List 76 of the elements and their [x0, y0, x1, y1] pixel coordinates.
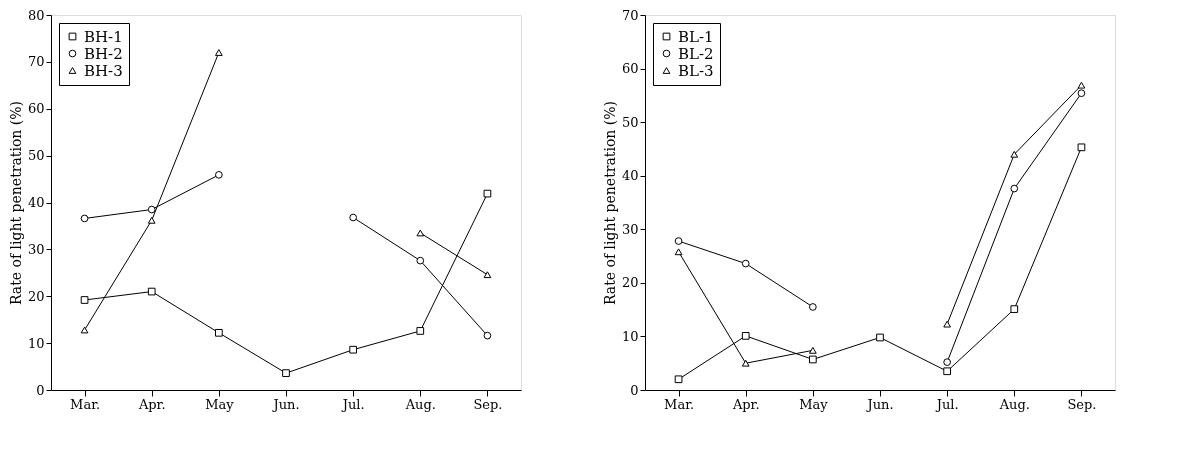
- y-tick-label: 10: [27, 335, 45, 351]
- point: [809, 355, 817, 364]
- x-tick-label: Aug.: [404, 396, 436, 412]
- x-tick-label: Sep.: [1067, 396, 1097, 412]
- y-tick-label: 0: [36, 382, 45, 398]
- point: [741, 332, 750, 340]
- y-tick-label: 60: [621, 61, 639, 77]
- point: [282, 369, 290, 377]
- y-tick-label: 0: [630, 382, 639, 398]
- x-tick-label: Jul.: [934, 396, 959, 412]
- x-tick-label: Jul.: [340, 396, 365, 412]
- point: [416, 327, 425, 335]
- point: [147, 205, 156, 214]
- legend-label: BL-1: [678, 27, 714, 46]
- point: [349, 345, 357, 354]
- point: [674, 248, 683, 256]
- y-tick-label: 50: [621, 114, 639, 130]
- point: [876, 333, 884, 342]
- point: [147, 287, 156, 296]
- y-tick-label: 40: [621, 168, 639, 184]
- y-axis-title: Rate of light penetration (%): [7, 100, 24, 306]
- x-tick-label: May: [799, 396, 829, 412]
- y-tick-label: 20: [621, 275, 639, 291]
- x-tick-label: Jun.: [865, 396, 894, 412]
- point: [1010, 184, 1019, 193]
- point: [943, 367, 951, 376]
- point: [1010, 150, 1019, 158]
- y-tick-label: 10: [621, 328, 639, 344]
- x-tick-label: Jun.: [271, 396, 300, 412]
- x-tick-label: Mar.: [70, 396, 101, 412]
- point: [809, 303, 817, 311]
- point: [943, 358, 951, 366]
- point: [215, 171, 223, 179]
- point: [943, 320, 951, 328]
- legend-label: BL-2: [678, 44, 714, 63]
- x-tick-label: May: [205, 396, 235, 412]
- x-tick-label: Sep.: [473, 396, 503, 412]
- point: [215, 49, 223, 56]
- point: [416, 256, 425, 265]
- point: [674, 375, 683, 384]
- y-tick-label: 70: [621, 7, 639, 23]
- legend-label: BH-1: [84, 27, 123, 46]
- y-tick-label: 70: [27, 54, 45, 70]
- point: [1010, 305, 1019, 313]
- y-tick-label: 30: [621, 221, 639, 237]
- y-tick-label: 80: [27, 7, 45, 23]
- point: [483, 331, 492, 340]
- point: [809, 346, 817, 354]
- point: [483, 271, 492, 279]
- point: [741, 259, 750, 268]
- x-tick-label: Apr.: [137, 396, 166, 412]
- point: [80, 296, 89, 304]
- point: [80, 326, 89, 334]
- point: [1077, 143, 1086, 152]
- y-axis-title: Rate of light penetration (%): [601, 100, 618, 306]
- y-tick-label: 40: [27, 195, 45, 210]
- y-tick-label: 50: [27, 148, 45, 164]
- point: [674, 237, 683, 245]
- legend-label: BH-2: [84, 44, 123, 63]
- y-tick-label: 60: [27, 101, 45, 117]
- point: [1077, 89, 1086, 98]
- point: [1077, 81, 1086, 89]
- point: [80, 214, 89, 223]
- legend-label: BL-3: [678, 61, 714, 80]
- point: [741, 359, 750, 367]
- y-tick-label: 30: [27, 241, 45, 257]
- point: [349, 213, 357, 222]
- x-tick-label: Apr.: [731, 396, 760, 412]
- point: [483, 189, 492, 198]
- point: [416, 229, 425, 237]
- legend-label: BH-3: [84, 61, 123, 80]
- y-tick-label: 20: [27, 288, 45, 304]
- point: [147, 216, 156, 224]
- point: [215, 328, 223, 337]
- x-tick-label: Mar.: [664, 396, 695, 412]
- x-tick-label: Aug.: [998, 396, 1030, 412]
